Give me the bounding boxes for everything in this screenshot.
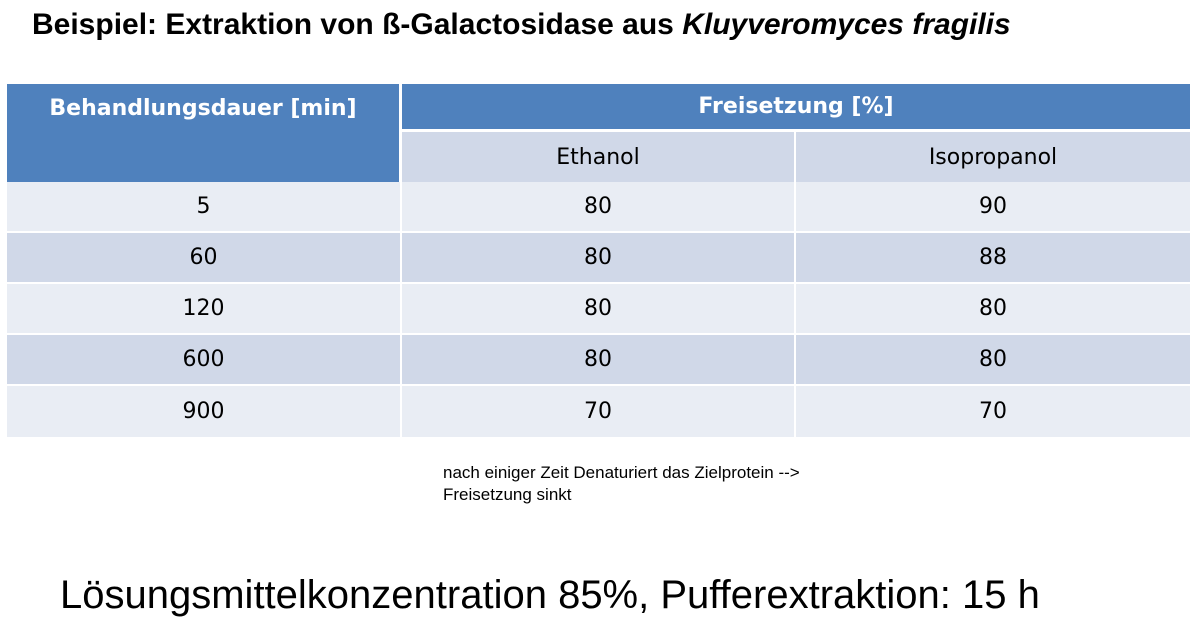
header-duration: Behandlungsdauer [min] bbox=[7, 84, 402, 182]
cell-isopropanol: 80 bbox=[796, 335, 1190, 386]
cell-duration: 5 bbox=[7, 182, 402, 233]
cell-ethanol: 80 bbox=[402, 182, 796, 233]
table-row: 5 80 90 bbox=[7, 182, 1190, 233]
table-row: 120 80 80 bbox=[7, 284, 1190, 335]
cell-ethanol: 80 bbox=[402, 284, 796, 335]
table-row: 900 70 70 bbox=[7, 386, 1190, 437]
cell-duration: 120 bbox=[7, 284, 402, 335]
cell-duration: 900 bbox=[7, 386, 402, 437]
conditions-footer: Lösungsmittelkonzentration 85%, Pufferex… bbox=[60, 573, 1040, 617]
slide-title-text: Beispiel: Extraktion von ß-Galactosidase… bbox=[32, 8, 683, 41]
table-row: 600 80 80 bbox=[7, 335, 1190, 386]
cell-isopropanol: 90 bbox=[796, 182, 1190, 233]
cell-isopropanol: 80 bbox=[796, 284, 1190, 335]
cell-duration: 600 bbox=[7, 335, 402, 386]
annotation-line-2: Freisetzung sinkt bbox=[443, 485, 572, 504]
cell-ethanol: 80 bbox=[402, 233, 796, 284]
cell-isopropanol: 70 bbox=[796, 386, 1190, 437]
cell-ethanol: 70 bbox=[402, 386, 796, 437]
header-ethanol: Ethanol bbox=[402, 132, 796, 182]
table-row: 60 80 88 bbox=[7, 233, 1190, 284]
header-release: Freisetzung [%] bbox=[402, 84, 1190, 132]
annotation-note: nach einiger Zeit Denaturiert das Zielpr… bbox=[443, 462, 800, 506]
cell-isopropanol: 88 bbox=[796, 233, 1190, 284]
header-isopropanol: Isopropanol bbox=[796, 132, 1190, 182]
slide-title: Beispiel: Extraktion von ß-Galactosidase… bbox=[32, 8, 1011, 42]
release-table: Behandlungsdauer [min] Freisetzung [%] E… bbox=[7, 84, 1190, 437]
cell-duration: 60 bbox=[7, 233, 402, 284]
annotation-line-1: nach einiger Zeit Denaturiert das Zielpr… bbox=[443, 463, 800, 482]
slide-title-organism: Kluyveromyces fragilis bbox=[682, 8, 1011, 41]
cell-ethanol: 80 bbox=[402, 335, 796, 386]
